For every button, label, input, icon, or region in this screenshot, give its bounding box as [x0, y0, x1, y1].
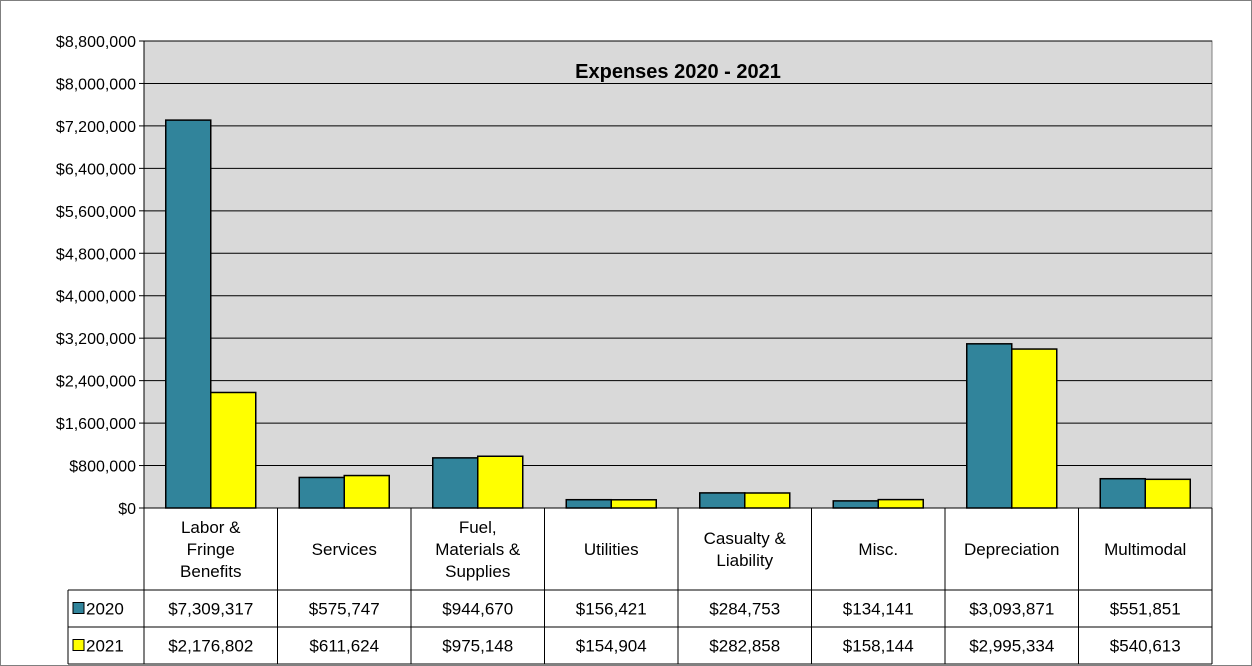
legend-label: 2020: [86, 600, 124, 619]
data-label-2020: $3,093,871: [969, 600, 1054, 619]
category-label: Liability: [716, 551, 773, 570]
y-tick-label: $800,000: [69, 459, 136, 476]
bar-2021: [210, 391, 257, 509]
category-label: Depreciation: [964, 540, 1059, 559]
bar-2020: [298, 476, 345, 509]
data-label-2021: $158,144: [843, 637, 914, 656]
legend-label: 2021: [86, 637, 124, 656]
y-tick-label: $8,800,000: [56, 34, 136, 51]
category-label: Supplies: [445, 562, 510, 581]
bar-2020: [1099, 477, 1146, 509]
data-label-2021: $282,858: [709, 637, 780, 656]
category-label: Misc.: [858, 540, 898, 559]
category-label: Utilities: [584, 540, 639, 559]
data-label-2021: $2,995,334: [969, 637, 1054, 656]
category-label: Multimodal: [1104, 540, 1186, 559]
bar-2020: [699, 492, 746, 509]
data-label-2021: $2,176,802: [168, 637, 253, 656]
data-label-2020: $575,747: [309, 600, 380, 619]
data-label-2020: $944,670: [442, 600, 513, 619]
category-label: Fringe: [187, 540, 235, 559]
data-label-2020: $134,141: [843, 600, 914, 619]
bar-2021: [477, 455, 524, 509]
data-label-2021: $540,613: [1110, 637, 1181, 656]
legend-key-2021: [72, 639, 85, 651]
y-tick-label: $1,600,000: [56, 416, 136, 433]
data-label-2021: $611,624: [309, 637, 379, 656]
bar-2021: [610, 499, 657, 509]
bar-2020: [966, 343, 1013, 509]
y-tick-label: $7,200,000: [56, 119, 136, 136]
bar-2021: [343, 474, 390, 509]
data-label-2020: $284,753: [709, 600, 780, 619]
data-label-2021: $975,148: [442, 637, 513, 656]
category-label: Services: [312, 540, 377, 559]
y-tick-label: $2,400,000: [56, 374, 136, 391]
data-label-2020: $7,309,317: [168, 600, 253, 619]
y-tick-label: $5,600,000: [56, 204, 136, 221]
y-tick-label: $4,800,000: [56, 246, 136, 263]
y-tick-label: $0: [118, 501, 136, 518]
y-tick-label: $8,000,000: [56, 76, 136, 93]
category-label: Benefits: [180, 562, 241, 581]
bar-2020: [165, 119, 212, 509]
category-label: Casualty &: [704, 529, 787, 548]
bar-2021: [1144, 478, 1191, 509]
legend-key-2020: [72, 602, 85, 614]
data-label-2021: $154,904: [576, 637, 647, 656]
chart-title: Expenses 2020 - 2021: [575, 61, 781, 83]
y-tick-label: $4,000,000: [56, 289, 136, 306]
bar-2021: [744, 492, 791, 509]
y-tick-label: $6,400,000: [56, 161, 136, 178]
bar-2021: [877, 498, 924, 509]
data-label-2020: $156,421: [576, 600, 647, 619]
y-tick-label: $3,200,000: [56, 331, 136, 348]
bar-2020: [432, 457, 479, 509]
bar-2020: [832, 500, 879, 509]
category-label: Materials &: [435, 540, 521, 559]
bar-2021: [1011, 348, 1058, 509]
bar-2020: [565, 498, 612, 509]
category-label: Fuel,: [459, 518, 497, 537]
data-label-2020: $551,851: [1110, 600, 1181, 619]
category-label: Labor &: [181, 518, 241, 537]
